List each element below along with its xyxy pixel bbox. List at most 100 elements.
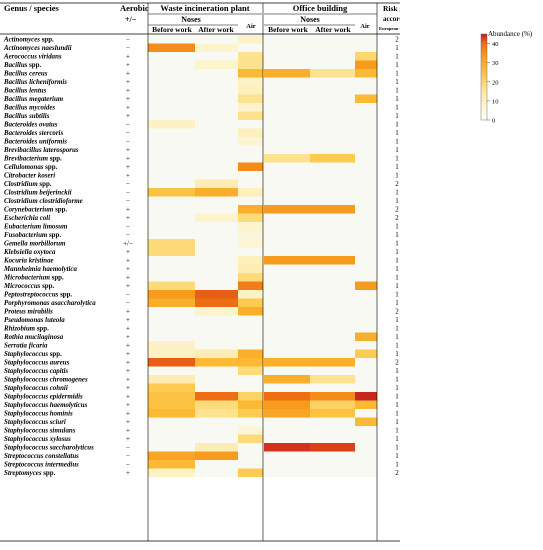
row-risk-group: 1 <box>395 291 399 299</box>
heatmap-cell <box>238 307 263 316</box>
row-species-label: Brevibacillus laterosporus <box>3 147 79 154</box>
row-risk-group: 1 <box>395 95 399 103</box>
row-aerobic-value: + <box>126 367 130 375</box>
heatmap-cell <box>148 409 195 418</box>
row-risk-group: 1 <box>395 282 399 290</box>
heatmap-cell <box>264 400 310 409</box>
row-aerobic-value: + <box>126 163 130 171</box>
heatmap-cell <box>355 332 377 341</box>
row-aerobic-value: + <box>126 257 130 265</box>
legend-title: Abundance (%) <box>488 30 533 38</box>
heatmap-cell <box>310 375 355 384</box>
heatmap-cell <box>355 281 377 290</box>
heatmap-cell <box>238 281 263 290</box>
heatmap-cell <box>195 179 238 188</box>
row-species-label: Staphylococcus saccharolyticus <box>4 445 94 452</box>
row-species-label: Escherichia coli <box>3 215 50 222</box>
row-species-label: Fusobacterium spp. <box>4 232 61 239</box>
row-aerobic-value: − <box>126 121 130 129</box>
row-risk-group: 2 <box>395 180 399 188</box>
row-species-label: Cellulomonas spp. <box>4 164 58 171</box>
heatmap-cell <box>195 188 238 197</box>
row-aerobic-value: + <box>126 435 130 443</box>
heatmap-cell <box>238 188 263 197</box>
row-aerobic-value: + <box>126 172 130 180</box>
heatmap-cell <box>264 375 310 384</box>
row-species-label: Staphylococcus hominis <box>4 411 73 418</box>
heatmap-cell <box>264 205 310 214</box>
row-risk-group: 1 <box>395 333 399 341</box>
heatmap-cell <box>238 400 263 409</box>
legend-tick-label: 10 <box>492 98 499 105</box>
heatmap-cell <box>264 358 310 367</box>
heatmap-cell <box>310 400 355 409</box>
row-species-label: Proteus mirabilis <box>4 309 53 316</box>
heatmap-cell <box>355 69 377 78</box>
row-aerobic-value: − <box>126 231 130 239</box>
row-species-label: Bacillus licheniformis <box>3 79 67 86</box>
row-risk-group: 1 <box>395 350 399 358</box>
row-risk-group: 1 <box>395 367 399 375</box>
heatmap-cell <box>355 60 377 69</box>
wip-air-header: Air <box>246 23 256 30</box>
heatmap-cell <box>148 247 195 256</box>
row-aerobic-value: + <box>126 112 130 120</box>
row-risk-group: 1 <box>395 121 399 129</box>
row-risk-group: 1 <box>395 418 399 426</box>
row-risk-group: 1 <box>395 163 399 171</box>
heatmap-cell <box>238 298 263 307</box>
row-risk-group: 1 <box>395 129 399 137</box>
heatmap-cell <box>148 468 195 477</box>
row-risk-group: 2 <box>395 308 399 316</box>
heatmap-cell <box>238 409 263 418</box>
row-risk-group: 1 <box>395 78 399 86</box>
row-aerobic-value: + <box>126 469 130 477</box>
row-species-label: Mannheimia haemolytica <box>3 266 77 273</box>
row-aerobic-value: − <box>126 452 130 460</box>
office-before-work-header: Before work <box>268 25 308 34</box>
genus-species-header: Genus / species <box>4 3 59 13</box>
row-aerobic-value: + <box>126 384 130 392</box>
row-species-label: Pseudomonas luteola <box>4 317 65 324</box>
heatmap-cell <box>238 128 263 137</box>
heatmap-cell <box>238 366 263 375</box>
row-risk-group: 2 <box>395 36 399 44</box>
row-aerobic-value: + <box>126 61 130 69</box>
heatmap-cell <box>238 426 263 435</box>
heatmap-cell <box>148 188 195 197</box>
row-risk-group: 1 <box>395 410 399 418</box>
heatmap-cells <box>148 35 377 477</box>
heatmap-cell <box>148 239 195 248</box>
legend-tick-label: 20 <box>492 79 499 86</box>
row-risk-group: 1 <box>395 257 399 265</box>
heatmap-cell <box>355 400 377 409</box>
heatmap-cell <box>148 358 195 367</box>
heatmap-cell <box>238 69 263 78</box>
row-species-label: Bacteroides uniformis <box>3 139 67 146</box>
row-species-label: Gemella morbillorum <box>4 241 66 248</box>
heatmap-cell <box>148 281 195 290</box>
row-species-label: Clostridium beijerinckii <box>4 190 72 197</box>
row-risk-group: 1 <box>395 53 399 61</box>
row-aerobic-value: − <box>126 444 130 452</box>
row-aerobic-value: + <box>126 376 130 384</box>
row-species-label: Rothia mucilaginosa <box>3 334 64 341</box>
row-species-label: Bacillus lentus <box>3 88 47 95</box>
row-risk-group: 1 <box>395 189 399 197</box>
heatmap-cell <box>310 154 355 163</box>
row-aerobic-value: + <box>126 70 130 78</box>
heatmap-cell <box>310 443 355 452</box>
heatmap-cell <box>148 460 195 469</box>
row-aerobic-value: − <box>126 129 130 137</box>
row-aerobic-value: − <box>126 36 130 44</box>
row-aerobic-value: + <box>126 401 130 409</box>
row-risk-group: 1 <box>395 112 399 120</box>
row-aerobic-value: − <box>126 291 130 299</box>
office-air-header: Air <box>360 23 370 30</box>
row-species-label: Serratia ficaria <box>4 343 48 350</box>
row-risk-group: 1 <box>395 240 399 248</box>
row-species-label: Brevibacterium spp. <box>3 156 62 163</box>
row-species-label: Eubacterium limosum <box>3 224 68 231</box>
row-aerobic-value: + <box>126 87 130 95</box>
wip-after-work-header: After work <box>198 25 234 34</box>
